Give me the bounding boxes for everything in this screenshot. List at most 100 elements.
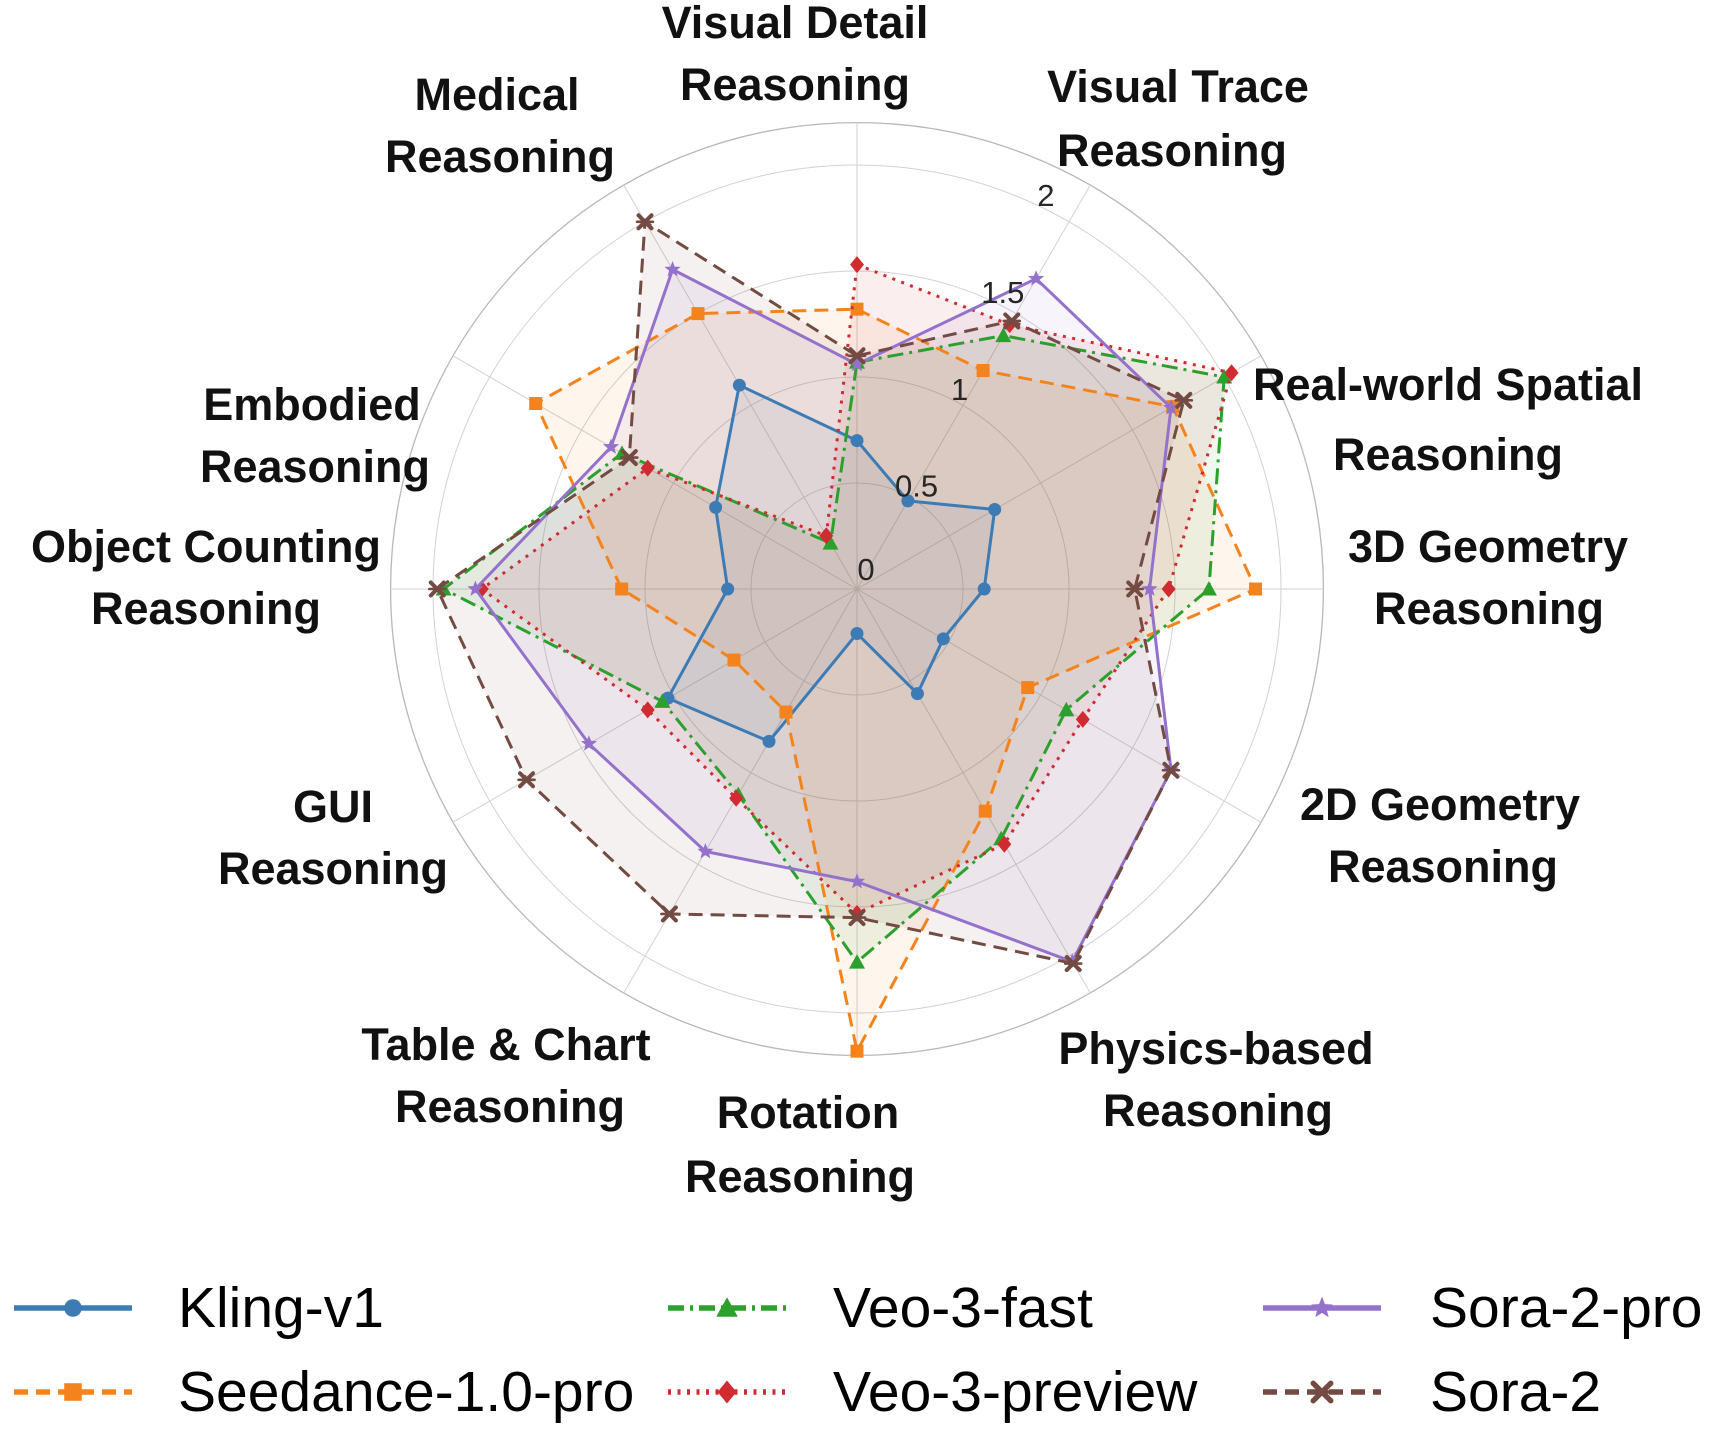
axis-label-visual-trace-line2: Reasoning bbox=[1057, 125, 1287, 176]
legend-label-Sora-2: Sora-2 bbox=[1430, 1360, 1601, 1424]
axis-label-2d-geometry: 2D Geometry Reasoning bbox=[1300, 779, 1580, 892]
axis-label-table-chart-line2: Reasoning bbox=[395, 1081, 625, 1132]
marker-Veo-3-fast-gui bbox=[654, 693, 671, 708]
marker-Seedance-1.0-pro-physics-based bbox=[978, 804, 992, 818]
marker-Seedance-1.0-pro-table-chart bbox=[779, 705, 793, 719]
marker-Seedance-1.0-pro-visual-trace bbox=[976, 364, 990, 378]
marker-Veo-3-fast-real-world-spatial bbox=[1216, 369, 1233, 384]
marker-Veo-3-preview-embodied bbox=[640, 459, 655, 477]
marker-Veo-3-fast-2d-geometry bbox=[1058, 701, 1075, 717]
marker-Sora-2-visual-detail bbox=[847, 347, 867, 365]
series-fill-Kling-v1 bbox=[667, 385, 995, 742]
axis-label-rotation-line2: Reasoning bbox=[685, 1151, 915, 1202]
axis-label-embodied-line1: Embodied bbox=[203, 379, 421, 430]
radial-tick-0: 0 bbox=[857, 552, 874, 587]
marker-Seedance-1.0-pro-gui bbox=[727, 653, 741, 667]
marker-Sora-2-pro-embodied bbox=[602, 438, 620, 454]
legend-item-Veo-3-preview: Veo-3-preview bbox=[668, 1360, 1198, 1424]
marker-Seedance-1.0-pro-medical bbox=[691, 307, 705, 321]
marker-Veo-3-preview-table-chart bbox=[729, 789, 744, 807]
marker-Sora-2-2d-geometry bbox=[1161, 761, 1181, 779]
axis-label-rotation: Rotation Reasoning bbox=[685, 1087, 915, 1202]
marker-Kling-v1-real-world-spatial bbox=[988, 503, 1002, 516]
marker-Veo-3-fast-rotation bbox=[849, 954, 865, 969]
series-Kling-v1 bbox=[661, 378, 1002, 748]
legend-item-Veo-3-fast: Veo-3-fast bbox=[668, 1276, 1093, 1340]
marker-Sora-2-pro-visual-detail bbox=[848, 355, 866, 372]
axis-label-rotation-line1: Rotation bbox=[717, 1087, 899, 1138]
legend-label-Seedance-1.0-pro: Seedance-1.0-pro bbox=[178, 1360, 634, 1424]
marker-Veo-3-preview-2d-geometry bbox=[1075, 710, 1090, 728]
axis-label-2d-geometry-line1: 2D Geometry bbox=[1300, 779, 1580, 830]
marker-Sora-2-pro-3d-geometry bbox=[1141, 580, 1158, 596]
legend: Kling-v1 Seedance-1.0-pro Veo-3-fast Veo-3-… bbox=[14, 1276, 1702, 1424]
series-Sora-2 bbox=[427, 213, 1194, 973]
series-fill-Sora-2-pro bbox=[475, 269, 1171, 962]
marker-Kling-v1-physics-based bbox=[910, 687, 924, 701]
axis-label-object-counting-line2: Reasoning bbox=[91, 583, 321, 634]
axis-label-medical: Medical Reasoning bbox=[385, 69, 615, 182]
legend-item-Sora-2: Sora-2 bbox=[1263, 1360, 1601, 1424]
marker-Seedance-1.0-pro-embodied bbox=[529, 397, 543, 410]
grid-spoke-real-world-spatial bbox=[856, 355, 1262, 590]
radial-tick-labels: 0 0.5 1 1.5 2 bbox=[857, 178, 1054, 587]
marker-Sora-2-pro-visual-trace bbox=[1028, 270, 1045, 286]
axis-label-visual-trace: Visual Trace Reasoning bbox=[1047, 61, 1309, 176]
marker-Sora-2-medical bbox=[635, 213, 655, 231]
legend-marker-Veo-3-preview bbox=[717, 1380, 737, 1404]
marker-Veo-3-fast-medical bbox=[822, 535, 839, 550]
axis-label-2d-geometry-line2: Reasoning bbox=[1328, 841, 1558, 892]
marker-Sora-2-rotation bbox=[847, 909, 867, 927]
marker-Seedance-1.0-pro-visual-detail bbox=[850, 302, 864, 316]
marker-Sora-2-pro-medical bbox=[664, 261, 681, 277]
marker-Sora-2-embodied bbox=[620, 449, 639, 467]
axis-label-real-world-spatial: Real-world Spatial Reasoning bbox=[1253, 359, 1643, 480]
axis-label-gui-line2: Reasoning bbox=[218, 843, 448, 894]
legend-label-Kling-v1: Kling-v1 bbox=[178, 1276, 384, 1340]
radial-tick-2: 2 bbox=[1037, 178, 1054, 213]
marker-Kling-v1-object-counting bbox=[721, 582, 735, 596]
marker-Veo-3-preview-real-world-spatial bbox=[1224, 364, 1239, 382]
marker-Kling-v1-visual-detail bbox=[850, 434, 864, 448]
marker-Sora-2-pro-rotation bbox=[848, 873, 866, 889]
legend-marker-Sora-2 bbox=[1309, 1380, 1335, 1404]
axis-label-medical-line1: Medical bbox=[414, 69, 579, 120]
axis-label-real-world-spatial-line2: Reasoning bbox=[1333, 429, 1563, 480]
marker-Kling-v1-rotation bbox=[850, 627, 864, 641]
marker-Sora-2-pro-table-chart bbox=[697, 843, 714, 859]
marker-Veo-3-preview-medical bbox=[819, 527, 834, 545]
axis-label-object-counting-line1: Object Counting bbox=[31, 521, 381, 572]
axis-label-visual-detail-line2: Reasoning bbox=[680, 59, 910, 110]
marker-Seedance-1.0-pro-3d-geometry bbox=[1249, 582, 1263, 596]
marker-Veo-3-preview-gui bbox=[640, 701, 655, 719]
legend-item-Seedance-1.0-pro: Seedance-1.0-pro bbox=[14, 1360, 634, 1424]
axis-label-gui-line1: GUI bbox=[293, 781, 373, 832]
marker-Veo-3-fast-visual-trace bbox=[995, 327, 1012, 343]
axis-label-table-chart: Table & Chart Reasoning bbox=[361, 1019, 650, 1132]
legend-marker-Sora-2-pro bbox=[1311, 1296, 1333, 1318]
axis-label-real-world-spatial-line1: Real-world Spatial bbox=[1253, 359, 1643, 410]
grid-spoke-embodied bbox=[452, 355, 858, 590]
grid-spoke-visual-trace bbox=[856, 184, 1091, 590]
axis-label-3d-geometry-line2: Reasoning bbox=[1374, 583, 1604, 634]
axis-label-3d-geometry-line1: 3D Geometry bbox=[1348, 521, 1628, 572]
axis-label-table-chart-line1: Table & Chart bbox=[361, 1019, 650, 1070]
marker-Veo-3-preview-visual-detail bbox=[850, 256, 864, 274]
radial-tick-1: 1 bbox=[951, 372, 968, 407]
legend-marker-Veo-3-fast bbox=[716, 1297, 738, 1317]
legend-label-Sora-2-pro: Sora-2-pro bbox=[1430, 1276, 1702, 1340]
marker-Sora-2-object-counting bbox=[427, 580, 447, 598]
marker-Seedance-1.0-pro-object-counting bbox=[615, 582, 629, 596]
marker-Sora-2-3d-geometry bbox=[1125, 580, 1145, 598]
legend-marker-Kling-v1 bbox=[64, 1299, 82, 1317]
axis-label-visual-trace-line1: Visual Trace bbox=[1047, 61, 1309, 112]
marker-Kling-v1-2d-geometry bbox=[936, 632, 950, 646]
marker-Sora-2-table-chart bbox=[660, 905, 679, 923]
marker-Sora-2-real-world-spatial bbox=[1174, 391, 1194, 409]
marker-Veo-3-fast-3d-geometry bbox=[1200, 581, 1217, 596]
marker-Kling-v1-table-chart bbox=[762, 734, 776, 748]
marker-Sora-2-physics-based bbox=[1063, 955, 1083, 973]
axis-label-gui: GUI Reasoning bbox=[218, 781, 448, 894]
